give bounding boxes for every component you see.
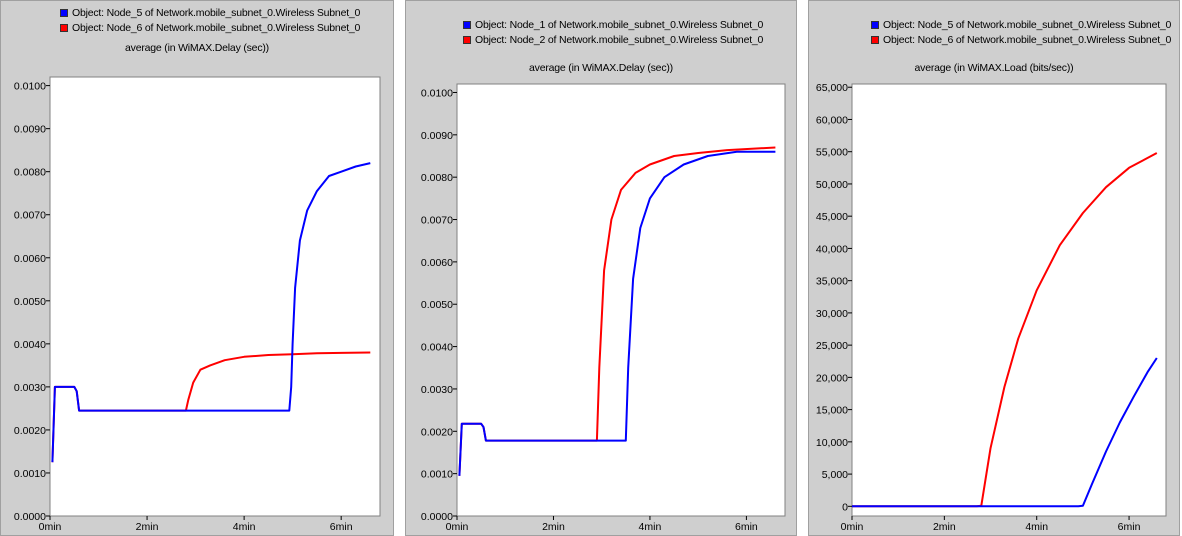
y-tick-label: 10,000 [816,437,848,449]
y-tick-label: 0.0070 [421,215,453,227]
legend-entry-series-2: Object: Node_6 of Network.mobile_subnet_… [871,33,1171,47]
legend-entry-series-1: Object: Node_1 of Network.mobile_subnet_… [463,18,763,32]
chart-panel-3: Object: Node_5 of Network.mobile_subnet_… [808,0,1180,536]
y-tick-label: 55,000 [816,147,848,159]
legend-swatch-blue [60,9,68,17]
y-tick-label: 15,000 [816,405,848,417]
legend-label: Object: Node_2 of Network.mobile_subnet_… [475,34,764,46]
y-tick-label: 25,000 [816,340,848,352]
x-tick-label: 6min [330,521,353,533]
y-tick-label: 0.0070 [14,210,46,222]
x-tick-label: 2min [933,521,956,533]
y-tick-label: 65,000 [816,82,848,94]
legend-entry-series-2: Object: Node_2 of Network.mobile_subnet_… [463,33,763,47]
y-tick-label: 0.0030 [421,384,453,396]
plot-area [456,83,786,517]
plot-area [851,83,1167,517]
y-tick-label: 0.0090 [421,130,453,142]
x-tick-label: 0min [446,521,469,533]
y-tick-label: 50,000 [816,179,848,191]
series-line-1 [852,357,1158,508]
y-tick-label: 0.0080 [14,167,46,179]
y-tick-label: 0.0100 [421,87,453,99]
x-tick-label: 4min [1025,521,1048,533]
chart-panel-1: Object: Node_5 of Network.mobile_subnet_… [0,0,394,536]
x-tick-label: 2min [136,521,159,533]
legend-swatch-blue [463,21,471,29]
chart-title: average (in WiMAX.Delay (sec)) [529,62,673,74]
y-tick-label: 0.0050 [14,296,46,308]
legend-label: Object: Node_1 of Network.mobile_subnet_… [475,19,764,31]
x-tick-label: 4min [639,521,662,533]
y-tick-label: 0 [842,501,848,513]
legend-swatch-red [463,36,471,44]
y-tick-label: 0.0010 [421,469,453,481]
y-tick-label: 0.0090 [14,124,46,136]
series-line-1 [458,150,776,476]
plot-area [49,76,381,517]
x-tick-label: 0min [841,521,864,533]
legend-entry-series-1: Object: Node_5 of Network.mobile_subnet_… [60,6,360,20]
legend-label: Object: Node_5 of Network.mobile_subnet_… [883,19,1172,31]
legend-label: Object: Node_6 of Network.mobile_subnet_… [72,22,361,34]
y-tick-label: 0.0020 [421,426,453,438]
chart-title: average (in WiMAX.Delay (sec)) [125,42,269,54]
series-line-1 [51,162,371,463]
y-tick-label: 40,000 [816,243,848,255]
y-tick-label: 0.0040 [14,339,46,351]
x-tick-label: 6min [1118,521,1141,533]
legend-swatch-red [871,36,879,44]
y-tick-label: 0.0060 [421,257,453,269]
y-tick-label: 35,000 [816,276,848,288]
legend-label: Object: Node_5 of Network.mobile_subnet_… [72,7,361,19]
y-tick-label: 45,000 [816,211,848,223]
y-tick-label: 0.0050 [421,299,453,311]
y-tick-label: 0.0020 [14,425,46,437]
y-tick-label: 30,000 [816,308,848,320]
y-tick-label: 0.0080 [421,172,453,184]
y-tick-label: 20,000 [816,372,848,384]
legend-swatch-red [60,24,68,32]
x-tick-label: 0min [39,521,62,533]
chart-title: average (in WiMAX.Load (bits/sec)) [914,62,1074,74]
legend-label: Object: Node_6 of Network.mobile_subnet_… [883,34,1172,46]
line-chart: 0.0000 0.0010 0.0020 0.0030 0.0040 0.0050 0.00… [421,83,786,533]
x-tick-label: 6min [735,521,758,533]
legend-entry-series-1: Object: Node_5 of Network.mobile_subnet_… [871,18,1171,32]
y-tick-label: 0.0010 [14,468,46,480]
y-tick-label: 0.0000 [14,511,46,523]
y-tick-label: 0.0000 [421,511,453,523]
y-tick-label: 0.0030 [14,382,46,394]
x-tick-label: 2min [542,521,565,533]
x-tick-label: 4min [233,521,256,533]
legend-entry-series-2: Object: Node_6 of Network.mobile_subnet_… [60,21,360,35]
legend-swatch-blue [871,21,879,29]
chart-panel-2: Object: Node_1 of Network.mobile_subnet_… [405,0,797,536]
y-tick-label: 0.0060 [14,253,46,265]
line-chart: 0.0000 0.0010 0.0020 0.0030 0.0040 0.0050 0.00… [14,76,381,533]
line-chart: 0 5,000 10,000 15,000 20,000 25,000 30,000 35,0… [816,82,1167,533]
y-tick-label: 0.0100 [14,81,46,93]
y-tick-label: 60,000 [816,114,848,126]
y-tick-label: 0.0040 [421,342,453,354]
y-tick-label: 5,000 [822,469,848,481]
